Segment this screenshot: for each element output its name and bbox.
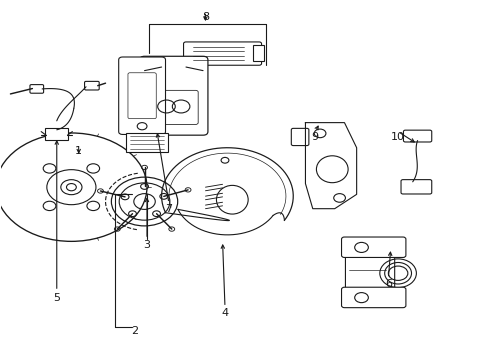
Text: 8: 8 xyxy=(202,12,209,22)
FancyBboxPatch shape xyxy=(126,133,167,152)
Text: 10: 10 xyxy=(390,132,404,142)
FancyBboxPatch shape xyxy=(341,237,405,257)
FancyBboxPatch shape xyxy=(291,129,308,145)
FancyBboxPatch shape xyxy=(149,90,198,125)
FancyBboxPatch shape xyxy=(140,56,207,135)
FancyBboxPatch shape xyxy=(84,81,99,90)
Text: 3: 3 xyxy=(143,239,150,249)
Text: 7: 7 xyxy=(165,204,172,214)
FancyBboxPatch shape xyxy=(253,45,264,60)
FancyBboxPatch shape xyxy=(119,57,165,134)
FancyBboxPatch shape xyxy=(128,73,156,119)
Text: 1: 1 xyxy=(75,146,82,156)
Text: 4: 4 xyxy=(221,308,228,318)
Text: 9: 9 xyxy=(311,132,318,142)
FancyBboxPatch shape xyxy=(183,42,261,65)
Text: 6: 6 xyxy=(384,279,391,289)
FancyBboxPatch shape xyxy=(403,130,431,142)
FancyBboxPatch shape xyxy=(400,180,431,194)
Polygon shape xyxy=(305,123,356,209)
Text: 5: 5 xyxy=(53,293,60,303)
FancyBboxPatch shape xyxy=(30,85,43,93)
FancyBboxPatch shape xyxy=(45,128,68,140)
Text: 2: 2 xyxy=(131,325,138,336)
FancyBboxPatch shape xyxy=(345,245,394,294)
FancyBboxPatch shape xyxy=(341,287,405,308)
